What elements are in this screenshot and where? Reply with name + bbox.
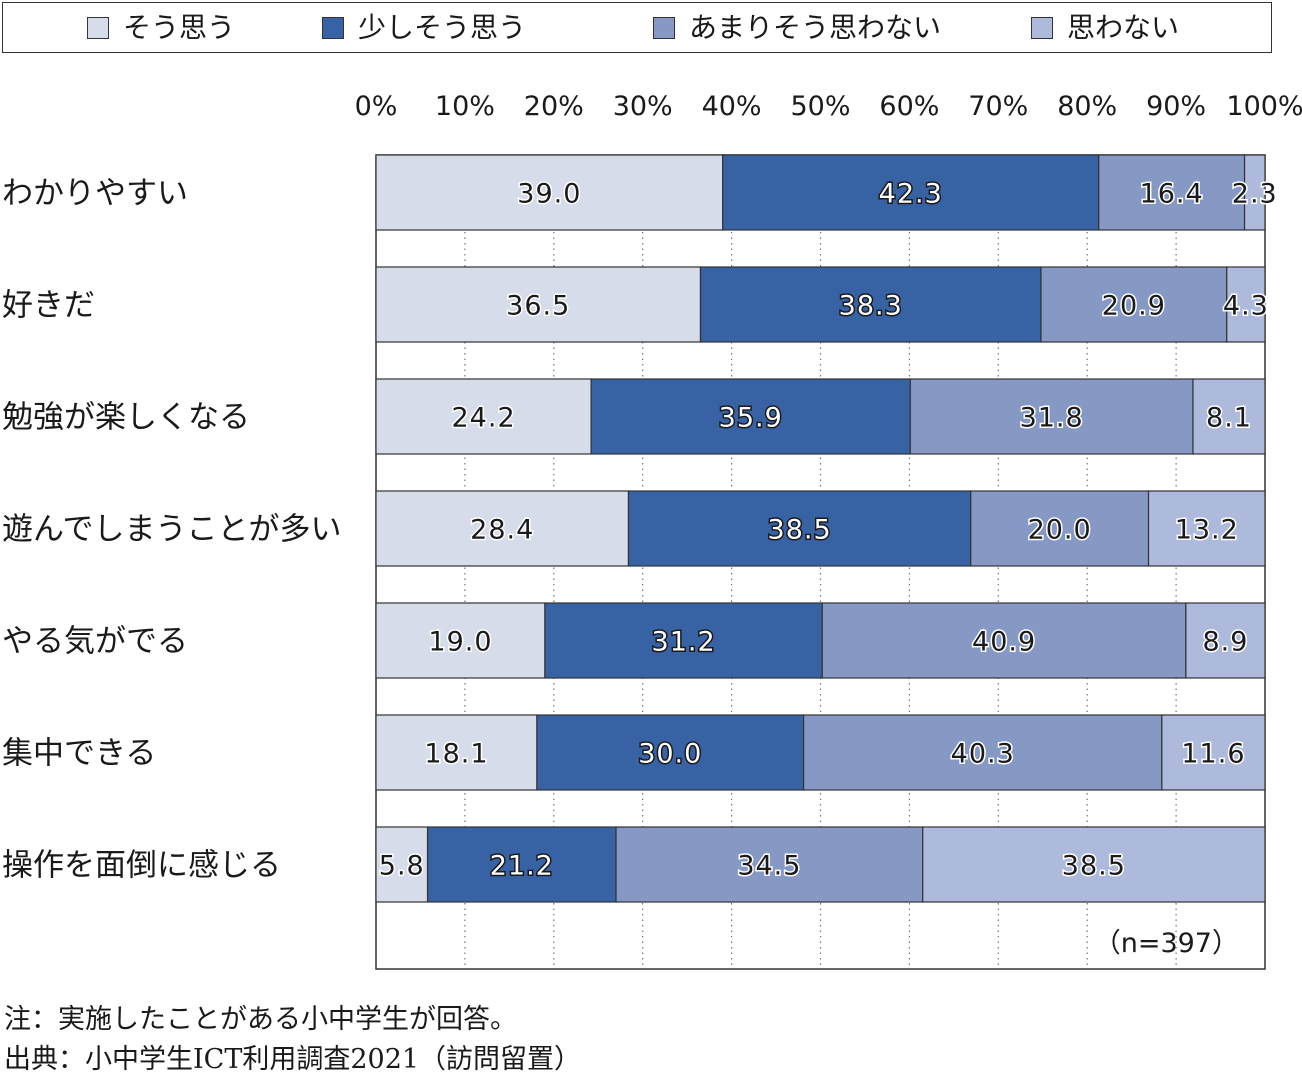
x-tick-label: 30% (613, 91, 673, 122)
bar-segment (970, 490, 1150, 567)
value-label: 8.9 (1202, 627, 1248, 658)
value-label: 19.0 (428, 627, 492, 658)
legend-label: そう思う (123, 11, 236, 44)
bar-segment (1161, 714, 1266, 791)
value-label: 5.8 (379, 851, 425, 882)
bar-segment (1147, 490, 1266, 567)
x-tick-label: 40% (702, 91, 762, 122)
value-label: 31.8 (1020, 403, 1084, 434)
value-label: 39.0 (517, 179, 581, 210)
legend-item-sukoshi-sou-omou: 少しそう思う (322, 13, 526, 43)
value-label: 30.0 (638, 739, 702, 770)
x-tick-label: 20% (524, 91, 584, 122)
value-label: 11.6 (1181, 739, 1245, 770)
value-label: 13.2 (1175, 515, 1239, 546)
value-label: 18.1 (424, 739, 488, 770)
x-tick-label: 80% (1057, 91, 1117, 122)
value-label: 8.1 (1206, 403, 1252, 434)
value-label: 38.5 (768, 515, 832, 546)
value-label: 38.5 (1062, 851, 1126, 882)
value-label: 2.3 (1232, 179, 1278, 210)
bar-segment (375, 266, 702, 343)
category-label: やる気がでる (2, 624, 188, 660)
category-label: 勉強が楽しくなる (2, 400, 250, 436)
bar-segment (803, 714, 1163, 791)
legend-label: 思わない (1067, 11, 1180, 44)
value-label: 28.4 (470, 515, 534, 546)
x-tick-label: 10% (435, 91, 495, 122)
value-label: 21.2 (490, 851, 554, 882)
bar-segment (1098, 154, 1246, 231)
legend-item-sou-omou: そう思う (87, 13, 235, 43)
legend-item-omowanai: 思わない (1031, 13, 1179, 43)
bar-segment (1185, 602, 1266, 679)
bar-segment (615, 826, 924, 903)
category-label: 集中できる (2, 736, 156, 772)
bar-segment (1040, 266, 1228, 343)
x-tick-label: 60% (879, 91, 939, 122)
bar-segment (375, 378, 592, 455)
category-label: わかりやすい (2, 176, 188, 212)
bars (375, 154, 1266, 903)
category-label: 遊んでしまうことが多い (2, 512, 341, 548)
bar-segment (1243, 154, 1266, 231)
value-label: 16.4 (1140, 179, 1204, 210)
x-tick-label: 90% (1146, 91, 1206, 122)
x-tick-label: 0% (355, 91, 398, 122)
value-label: 20.9 (1102, 291, 1166, 322)
bar-segment (375, 154, 724, 231)
bar-segment (536, 714, 805, 791)
bar-segment (821, 602, 1187, 679)
bar-segment (375, 602, 546, 679)
x-tick-label: 50% (790, 91, 850, 122)
bar-segment (375, 490, 630, 567)
bar-segment (922, 826, 1266, 903)
source-text: 出典：小中学生ICT利用調査2021（訪問留置） (4, 1044, 582, 1075)
x-tick-label: 70% (968, 91, 1028, 122)
labels: 0% 10% 20% 30% 40% 50% 60% 70% 80% 90% 100% わかりやすい 3… (2, 91, 1302, 959)
value-label: 40.9 (972, 627, 1036, 658)
value-label: 38.3 (839, 291, 903, 322)
legend-label: あまりそう思わない (689, 11, 942, 44)
value-label: 31.2 (652, 627, 716, 658)
bar-segment (699, 266, 1042, 343)
bar-segment (1226, 266, 1266, 343)
legend-label: 少しそう思う (358, 11, 527, 44)
category-label: 操作を面倒に感じる (2, 848, 281, 884)
bar-segment (1192, 378, 1266, 455)
category-label: 好きだ (2, 288, 95, 324)
value-label: 42.3 (879, 179, 943, 210)
x-tick-label: 100% (1226, 91, 1302, 122)
bar-segment (375, 826, 429, 903)
legend-swatch (322, 17, 344, 39)
value-label: 40.3 (951, 739, 1015, 770)
bar-segment (375, 714, 538, 791)
legend: そう思う 少しそう思う あまりそう思わない 思わない (2, 2, 1272, 53)
bar-segment (909, 378, 1194, 455)
value-label: 35.9 (719, 403, 783, 434)
value-label: 24.2 (452, 403, 516, 434)
bar-segment (544, 602, 823, 679)
value-label: 4.3 (1223, 291, 1269, 322)
legend-item-amari-sou-omowanai: あまりそう思わない (653, 13, 941, 43)
legend-swatch (1031, 17, 1053, 39)
value-label: 34.5 (737, 851, 801, 882)
value-label: 36.5 (506, 291, 570, 322)
bar-segment (722, 154, 1100, 231)
legend-swatch (87, 17, 109, 39)
value-label: 20.0 (1028, 515, 1092, 546)
bar-segment (627, 490, 972, 567)
stacked-bar-chart: 0% 10% 20% 30% 40% 50% 60% 70% 80% 90% 100% わかりやすい 3… (2, 91, 1302, 970)
legend-swatch (653, 17, 675, 39)
notes: 注：実施したことがある小中学生が回答。 出典：小中学生ICT利用調査2021（訪… (4, 1000, 581, 1080)
note-text: 注：実施したことがある小中学生が回答。 (4, 1004, 517, 1035)
sample-size-annotation: （n=397） (1094, 928, 1239, 959)
